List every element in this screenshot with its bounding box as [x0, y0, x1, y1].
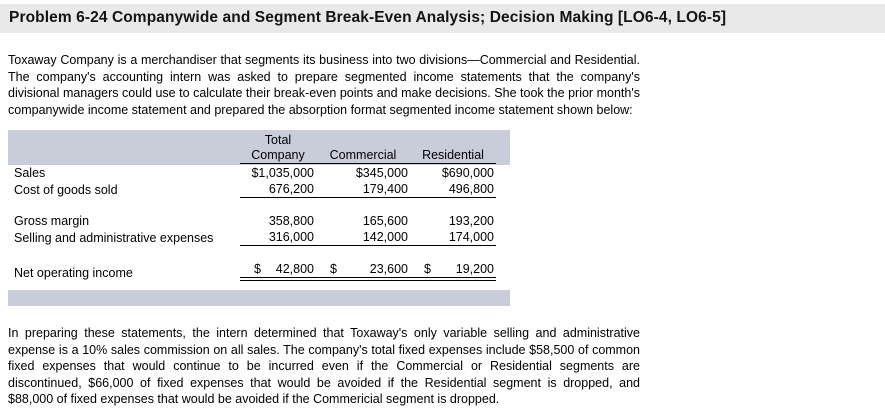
row-label: Selling and administrative expenses — [14, 231, 214, 245]
table-cell: 358,800 — [268, 214, 314, 228]
row-label: Cost of goods sold — [14, 183, 118, 197]
table-cell: $ 42,800 — [240, 261, 316, 281]
row-label: Gross margin — [14, 214, 90, 228]
table-row-sales: Sales $1,035,000 $345,000 $690,000 — [8, 165, 510, 181]
row-label: Sales — [14, 166, 46, 180]
table-cell: $ 19,200 — [410, 261, 496, 281]
problem-title-bar: Problem 6-24 Companywide and Segment Bre… — [0, 4, 885, 33]
table-spacer — [8, 246, 510, 261]
table-cell: 316,000 — [240, 229, 316, 246]
header-total-company: Total Company — [240, 133, 316, 164]
header-commercial-label: Commercial — [316, 148, 410, 164]
table-cell: 142,000 — [316, 229, 410, 246]
currency-symbol: $ — [424, 262, 431, 276]
table-cell: $690,000 — [441, 166, 494, 180]
income-statement-table: Total Company Commercial Residential Sal… — [8, 130, 510, 306]
table-row-net-operating-income: Net operating income $ 42,800 $ 23,600 $… — [8, 261, 510, 281]
row-label: Net operating income — [14, 266, 133, 280]
table-cell: 174,000 — [410, 229, 496, 246]
table-cell: 676,200 — [240, 181, 316, 198]
table-cell: $345,000 — [355, 166, 408, 180]
table-cell: $ 23,600 — [316, 261, 410, 281]
table-row-gross-margin: Gross margin 358,800 165,600 193,200 — [8, 213, 510, 229]
cell-value: 42,800 — [275, 262, 314, 276]
table-header-band: Total Company Commercial Residential — [8, 130, 510, 165]
intro-paragraph: Toxaway Company is a merchandiser that s… — [8, 53, 640, 117]
problem-title: Problem 6-24 Companywide and Segment Bre… — [9, 9, 727, 26]
table-cell: 179,400 — [316, 181, 410, 198]
header-commercial: Commercial — [316, 133, 410, 164]
header-residential-label: Residential — [410, 148, 496, 164]
header-residential: Residential — [410, 133, 496, 164]
table-cell: $1,035,000 — [251, 166, 314, 180]
currency-symbol: $ — [330, 262, 337, 276]
table-cell: 193,200 — [448, 214, 494, 228]
table-cell: 165,600 — [362, 214, 408, 228]
table-row-selling-admin: Selling and administrative expenses 316,… — [8, 229, 510, 246]
closing-paragraph: In preparing these statements, the inter… — [8, 326, 640, 406]
currency-symbol: $ — [254, 262, 261, 276]
cell-value: 19,200 — [455, 262, 494, 276]
header-total-line2: Company — [240, 148, 316, 164]
table-spacer — [8, 198, 510, 213]
table-row-cogs: Cost of goods sold 676,200 179,400 496,8… — [8, 181, 510, 198]
cell-value: 23,600 — [369, 262, 408, 276]
table-footer-band — [8, 290, 510, 306]
table-cell: 496,800 — [410, 181, 496, 198]
table-header-row: Total Company Commercial Residential — [8, 133, 510, 164]
header-total-line1: Total — [264, 133, 292, 147]
